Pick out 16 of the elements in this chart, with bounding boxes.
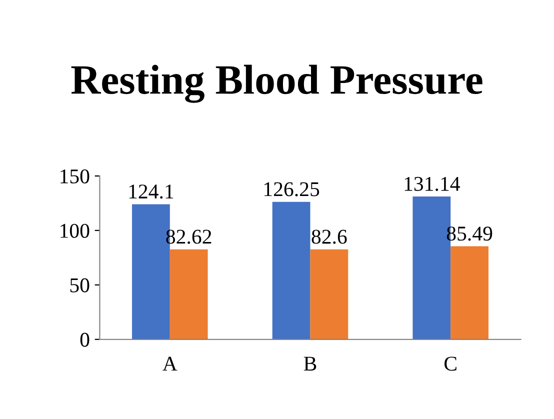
bar bbox=[450, 246, 488, 340]
x-tick-label: A bbox=[162, 356, 178, 371]
y-tick-label: 100 bbox=[60, 224, 90, 238]
data-label: 124.1 bbox=[129, 184, 174, 199]
bar bbox=[170, 249, 208, 340]
y-tick-label: 0 bbox=[80, 332, 90, 347]
bar bbox=[310, 249, 348, 340]
data-label: 126.25 bbox=[264, 182, 320, 196]
y-tick-label: 50 bbox=[70, 278, 90, 292]
x-tick-label: B bbox=[304, 356, 316, 371]
data-label: 131.14 bbox=[404, 176, 460, 191]
y-tick-label: 150 bbox=[60, 169, 90, 184]
chart-title: Resting Blood Pressure bbox=[71, 64, 482, 103]
bar bbox=[272, 202, 310, 340]
data-label: 82.6 bbox=[312, 230, 347, 244]
x-tick-label: C bbox=[444, 356, 456, 371]
